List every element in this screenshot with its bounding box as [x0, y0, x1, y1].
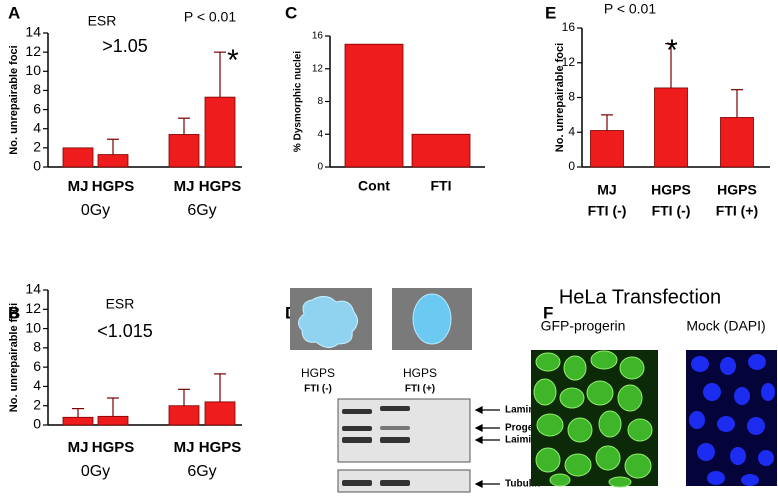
y-tick-label: 0	[33, 416, 41, 432]
group-label: 0Gy	[81, 463, 110, 480]
y-tick-label: 2	[33, 396, 41, 412]
y-axis-label: No. unrepairable foci	[8, 303, 20, 412]
bar	[204, 96, 236, 168]
blot-band	[342, 480, 372, 486]
x-tick-label: MJ	[68, 178, 89, 195]
y-tick-label: 6	[33, 100, 41, 116]
bar	[97, 154, 129, 168]
bar	[97, 415, 129, 426]
bar	[168, 134, 200, 168]
y-tick-label: 8	[317, 96, 323, 107]
y-tick-label: 0	[317, 162, 323, 173]
panel-label: F	[543, 303, 553, 322]
x-tick-label: Cont	[358, 178, 390, 194]
x-tick-label: HGPS	[92, 439, 135, 456]
x-tick-label: HGPS	[199, 439, 242, 456]
annotation: <1.015	[97, 321, 153, 341]
band-label: Laimin C	[505, 435, 547, 446]
annotation: P < 0.01	[604, 1, 657, 17]
dapi-nuclei	[689, 354, 775, 486]
image-label: GFP-progerin	[541, 318, 626, 334]
bar	[720, 117, 754, 168]
x-tick-label: FTI	[431, 178, 452, 194]
y-tick-label: 10	[25, 62, 41, 78]
bar	[590, 130, 624, 168]
x-tick-label: HGPS	[651, 182, 691, 198]
gfp-cells	[533, 350, 653, 488]
y-tick-label: 4	[33, 119, 41, 135]
lane-label: HGPS	[301, 366, 335, 380]
y-tick-label: 16	[312, 31, 324, 42]
panel-title: HeLa Transfection	[559, 286, 721, 308]
panel-label: E	[545, 3, 556, 22]
y-tick-label: 14	[25, 24, 41, 40]
y-tick-label: 8	[33, 81, 41, 97]
blot-bands	[342, 406, 410, 443]
bar	[62, 416, 94, 426]
group-label: 0Gy	[81, 202, 110, 219]
y-tick-label: 6	[33, 358, 41, 374]
x-tick-label: MJ	[174, 178, 195, 195]
y-tick-label: 2	[33, 139, 41, 155]
x-tick-label: MJ	[597, 182, 616, 198]
lane-label: FTI (-)	[304, 384, 332, 395]
x-tick-label: FTI (+)	[716, 203, 758, 219]
panel-label: A	[8, 3, 20, 22]
annotation: *	[666, 34, 678, 67]
y-tick-label: 8	[568, 90, 575, 104]
y-tick-label: 4	[317, 129, 323, 140]
y-axis-label: No. unrepairable foci	[554, 43, 566, 152]
bar	[411, 133, 471, 168]
lane-label: HGPS	[403, 366, 437, 380]
x-tick-label: FTI (-)	[588, 203, 627, 219]
x-tick-label: MJ	[68, 439, 89, 456]
bar	[204, 401, 236, 426]
y-tick-label: 0	[568, 159, 575, 173]
bar	[168, 405, 200, 426]
y-tick-label: 12	[312, 63, 324, 74]
x-tick-label: HGPS	[199, 178, 242, 195]
y-axis-label: % Dysmorphic nuclei	[293, 51, 304, 152]
panel-label: C	[285, 3, 297, 22]
x-tick-label: HGPS	[92, 178, 135, 195]
y-tick-label: 10	[25, 319, 41, 335]
y-tick-label: 14	[25, 281, 41, 297]
y-tick-label: 12	[562, 55, 576, 69]
cell-nucleus	[412, 293, 452, 345]
band-label: Lamin A	[505, 405, 544, 416]
annotation: >1.05	[102, 36, 148, 56]
y-tick-label: 12	[25, 300, 41, 316]
y-tick-label: 12	[25, 43, 41, 59]
x-tick-label: MJ	[174, 439, 195, 456]
group-label: 6Gy	[187, 463, 216, 480]
annotation: P < 0.01	[184, 9, 237, 25]
annotation: ESR	[106, 296, 135, 312]
y-tick-label: 16	[562, 20, 576, 34]
blot-band	[380, 480, 410, 486]
image-label: Mock (DAPI)	[686, 318, 765, 334]
band-label: Progerin	[505, 423, 546, 434]
bar	[344, 43, 404, 168]
y-tick-label: 0	[33, 158, 41, 174]
bar	[62, 147, 94, 168]
y-tick-label: 8	[33, 339, 41, 355]
lane-label: FTI (+)	[405, 384, 435, 395]
group-label: 6Gy	[187, 202, 216, 219]
y-axis-label: No. unrepairable foci	[8, 45, 20, 154]
arrows	[474, 406, 500, 488]
band-label: Tubulin	[505, 479, 540, 490]
y-tick-label: 4	[33, 377, 41, 393]
annotation: ESR	[88, 13, 117, 29]
bar	[654, 87, 688, 168]
annotation: *	[227, 44, 239, 77]
x-tick-label: FTI (-)	[652, 203, 691, 219]
panel-label: B	[8, 303, 20, 322]
x-tick-label: HGPS	[717, 182, 757, 198]
y-tick-label: 4	[568, 124, 575, 138]
cell-nucleus	[298, 296, 358, 348]
